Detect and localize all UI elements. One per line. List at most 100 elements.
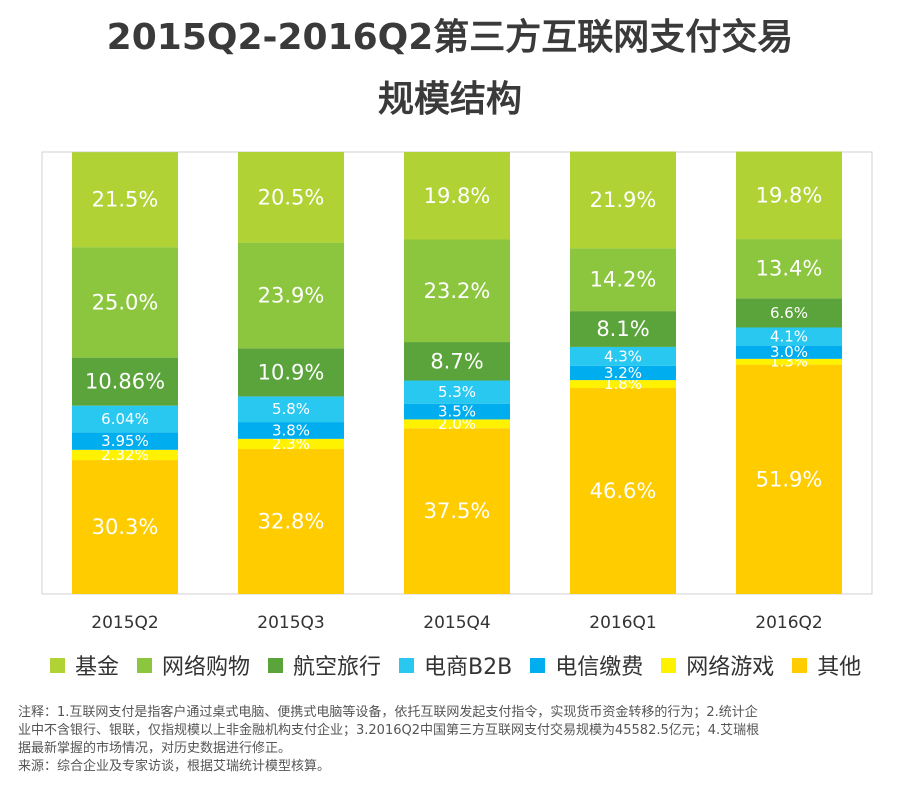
legend-item: 电信缴费 [530, 649, 643, 681]
bar-segment-2016Q1-基金 [570, 151, 676, 249]
data-label-2015Q2-网络游戏: 2.32% [101, 446, 149, 464]
legend-item: 其他 [792, 649, 861, 681]
x-tick-label: 2015Q2 [91, 613, 158, 633]
legend-item: 基金 [50, 649, 119, 681]
data-label-2015Q3-网络购物: 23.9% [258, 283, 325, 307]
data-label-2015Q2-电信缴费: 3.95% [101, 432, 149, 450]
chart-title: 2015Q2-2016Q2第三方互联网支付交易 [106, 17, 794, 58]
chart-legend: 基金 网络购物 航空旅行 电商B2B 电信缴费 网络游戏 其他 [50, 650, 879, 680]
data-label-2016Q1-航空旅行: 8.1% [596, 317, 649, 341]
data-label-2015Q3-其他: 32.8% [258, 510, 325, 534]
data-label-2015Q3-航空旅行: 10.9% [258, 360, 325, 384]
legend-swatch [792, 657, 808, 673]
data-label-2016Q2-电信缴费: 3.0% [770, 343, 808, 361]
data-label-2016Q1-电信缴费: 3.2% [604, 364, 642, 382]
bar-segment-2015Q3-电信缴费 [238, 422, 344, 439]
legend-item: 网络游戏 [661, 649, 774, 681]
data-label-2015Q3-网络游戏: 2.3% [272, 435, 310, 453]
bar-segment-2015Q2-网络游戏 [72, 449, 178, 461]
legend-label: 航空旅行 [293, 655, 382, 680]
stacked-bar-chart: 30.3% 2.32%3.95% 6.04% 10.86% 25.0% 21.5% 2015… [41, 151, 873, 633]
bar-segment-2016Q2-电商B2B [736, 327, 842, 346]
legend-label: 其他 [817, 655, 862, 680]
bar-segment-2016Q1-网络购物 [570, 248, 676, 312]
x-tick-label: 2015Q4 [423, 613, 490, 633]
bar-segment-2016Q1-电商B2B [570, 346, 676, 366]
bar-segment-2015Q3-其他 [238, 449, 344, 594]
note-line-2: 业中不含银行、银联，仅指规模以上非金融机构支付企业；3.2016Q2中国第三方互… [18, 723, 760, 738]
chart-title-line2: 规模结构 [377, 79, 522, 120]
data-label-2015Q2-基金: 21.5% [92, 188, 159, 212]
data-label-2016Q2-基金: 19.8% [756, 183, 823, 207]
data-label-2015Q3-电商B2B: 5.8% [272, 400, 310, 418]
legend-label: 电信缴费 [555, 655, 644, 680]
footnotes: 注释：1.互联网支付是指客户通过桌式电脑、便携式电脑等设备，依托互联网发起支付指… [18, 704, 884, 776]
bar-segment-2015Q2-电商B2B [72, 405, 178, 433]
bar-segment-2015Q4-其他 [404, 428, 510, 594]
data-label-2015Q3-电信缴费: 3.8% [272, 421, 310, 439]
bar-segment-2015Q3-电商B2B [238, 396, 344, 423]
legend-label: 网络游戏 [686, 655, 775, 680]
x-tick-label: 2016Q1 [589, 613, 656, 633]
bar-segment-2016Q1-航空旅行 [570, 311, 676, 347]
bar-segment-2015Q4-电商B2B [404, 380, 510, 404]
bar-segment-2015Q3-网络购物 [238, 242, 344, 349]
data-label-2015Q2-网络购物: 25.0% [92, 290, 159, 314]
bar-segment-2015Q2-网络购物 [72, 247, 178, 358]
bar-segment-2016Q1-网络游戏 [570, 380, 676, 389]
bar-segment-2015Q3-网络游戏 [238, 438, 344, 450]
legend-swatch [530, 657, 546, 673]
legend-label: 电商B2B [424, 655, 513, 680]
legend-item: 航空旅行 [268, 649, 381, 681]
data-label-2015Q2-航空旅行: 10.86% [85, 370, 165, 394]
data-label-2016Q2-其他: 51.9% [756, 467, 823, 491]
legend-swatch [661, 657, 677, 673]
bar-segment-2016Q1-电信缴费 [570, 365, 676, 381]
bar-segment-2015Q4-电信缴费 [404, 403, 510, 420]
data-label-2016Q2-电商B2B: 4.1% [770, 328, 808, 346]
bar-segment-2015Q4-网络购物 [404, 239, 510, 343]
bar-segment-2016Q2-网络购物 [736, 239, 842, 299]
legend-item: 电商B2B [399, 649, 512, 681]
legend-swatch [137, 657, 153, 673]
bar-segment-2015Q2-电信缴费 [72, 432, 178, 450]
data-label-2015Q3-基金: 20.5% [258, 185, 325, 209]
bar-segment-2015Q4-网络游戏 [404, 419, 510, 429]
data-label-2015Q4-网络购物: 23.2% [424, 279, 491, 303]
data-label-2016Q2-网络购物: 13.4% [756, 257, 823, 281]
data-label-2016Q2-航空旅行: 6.6% [770, 304, 808, 322]
data-label-2016Q1-电商B2B: 4.3% [604, 347, 642, 365]
bar-segment-2016Q2-电信缴费 [736, 345, 842, 359]
bar-segment-2016Q2-基金 [736, 151, 842, 240]
bar-segment-2015Q3-基金 [238, 152, 344, 243]
data-label-2016Q1-基金: 21.9% [590, 188, 657, 212]
legend-label: 网络购物 [162, 655, 251, 680]
data-label-2015Q4-基金: 19.8% [424, 184, 491, 208]
data-label-2016Q1-其他: 46.6% [590, 479, 657, 503]
bar-segment-2016Q2-网络游戏 [736, 358, 842, 365]
bar-segment-2015Q3-航空旅行 [238, 348, 344, 397]
legend-swatch [399, 657, 415, 673]
data-label-2015Q4-其他: 37.5% [424, 499, 491, 523]
note-line-1: 注释：1.互联网支付是指客户通过桌式电脑、便携式电脑等设备，依托互联网发起支付指… [18, 705, 758, 720]
note-line-3: 据最新掌握的市场情况，对历史数据进行修正。 [18, 741, 292, 756]
bar-segment-2015Q4-航空旅行 [404, 342, 510, 381]
x-tick-label: 2016Q2 [755, 613, 822, 633]
x-tick-label: 2015Q3 [257, 613, 324, 633]
bar-segment-2016Q2-航空旅行 [736, 298, 842, 328]
bar-segment-2016Q2-其他 [736, 364, 842, 594]
data-label-2015Q4-电信缴费: 3.5% [438, 403, 476, 421]
legend-label: 基金 [75, 655, 120, 680]
bar-segment-2015Q2-其他 [72, 460, 178, 594]
data-label-2016Q1-网络购物: 14.2% [590, 268, 657, 292]
legend-item: 网络购物 [137, 649, 250, 681]
source-line: 来源：综合企业及专家访谈，根据艾瑞统计模型核算。 [18, 759, 331, 774]
bar-segment-2016Q1-其他 [570, 388, 676, 594]
data-label-2015Q2-电商B2B: 6.04% [101, 410, 149, 428]
data-label-2015Q4-航空旅行: 8.7% [430, 349, 483, 373]
legend-swatch [268, 657, 284, 673]
data-label-2015Q2-其他: 30.3% [92, 515, 159, 539]
bar-segment-2015Q4-基金 [404, 152, 510, 240]
bar-segment-2015Q2-航空旅行 [72, 357, 178, 406]
bar-segment-2015Q2-基金 [72, 152, 178, 248]
